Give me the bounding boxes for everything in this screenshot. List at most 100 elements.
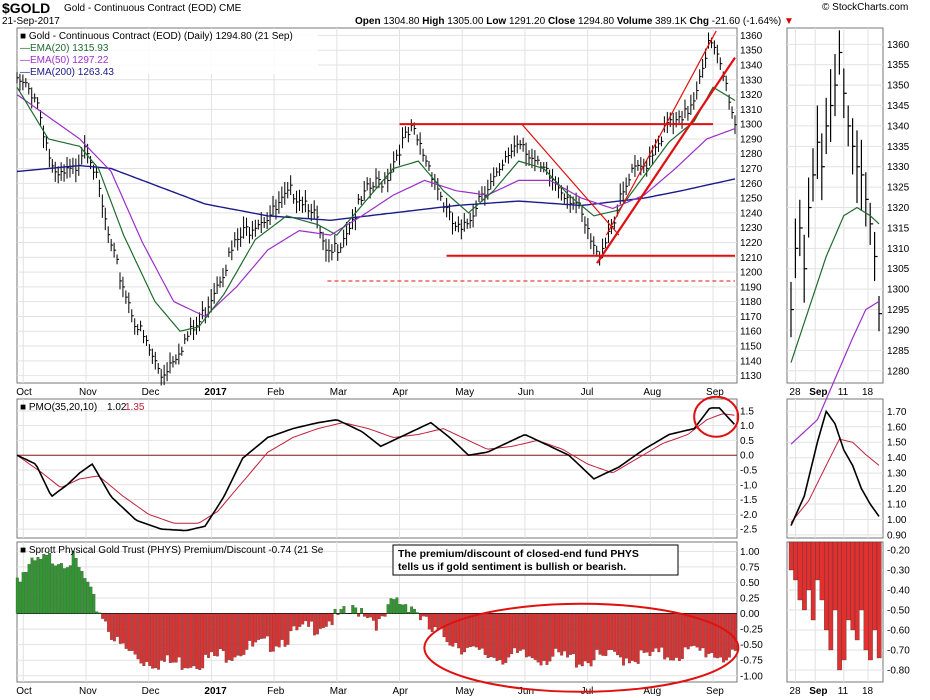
price-tick-label: 1280 xyxy=(740,149,763,160)
price-tick-label: 1310 xyxy=(740,105,763,116)
zoom-pmo-tick: 1.00 xyxy=(887,515,907,526)
premium-bar xyxy=(242,613,246,655)
premium-bar xyxy=(92,594,96,614)
premium-bar xyxy=(448,613,452,646)
zoom-x-label: 18 xyxy=(862,686,874,697)
x-axis-label: Oct xyxy=(16,387,32,398)
premium-bar xyxy=(133,613,137,655)
x-axis-label: Dec xyxy=(142,686,160,697)
premium-bar xyxy=(533,613,537,660)
premium-tick-label: -0.25 xyxy=(740,625,763,636)
premium-bar xyxy=(563,613,567,652)
premium-bar xyxy=(80,571,84,614)
premium-bar xyxy=(307,613,311,627)
pmo-tick-label: -1.5 xyxy=(740,495,758,506)
premium-bar xyxy=(121,613,125,644)
pmo-tick-label: 1.5 xyxy=(740,406,754,417)
premium-bar xyxy=(436,613,440,630)
zoom-frame-pmo xyxy=(786,398,884,539)
premium-bar xyxy=(701,613,705,649)
zoom-price-tick: 1290 xyxy=(887,325,910,336)
x-axis-label: Aug xyxy=(643,686,661,697)
premium-bar xyxy=(268,613,272,652)
premium-bar xyxy=(672,613,675,661)
premium-bar xyxy=(698,613,702,651)
zoom-premium-tick: -0.60 xyxy=(887,626,910,637)
premium-bar xyxy=(263,613,266,639)
zoom-premium-bar xyxy=(854,541,860,641)
premium-bar xyxy=(471,613,475,647)
premium-tick-label: 1.00 xyxy=(740,547,760,558)
x-axis-label: Apr xyxy=(393,387,409,398)
premium-bar xyxy=(683,613,687,648)
zoom-premium-tick: -0.80 xyxy=(887,666,910,677)
x-axis-label: Sep xyxy=(706,387,724,398)
premium-bar xyxy=(304,613,308,622)
price-tick-label: 1150 xyxy=(740,342,762,353)
premium-bar xyxy=(416,612,419,614)
premium-bar xyxy=(271,613,275,652)
legend-bg xyxy=(18,29,318,74)
zoom-price-tick: 1285 xyxy=(887,346,910,357)
premium-bar xyxy=(77,567,81,614)
premium-bar xyxy=(622,613,625,666)
premium-bar xyxy=(230,613,234,661)
zoom-premium-bar xyxy=(868,541,873,661)
ohlc-key: Volume xyxy=(616,16,656,27)
premium-bar xyxy=(195,613,199,669)
premium-bar xyxy=(551,613,555,657)
premium-bar xyxy=(692,613,696,646)
premium-bar xyxy=(424,613,428,617)
zoom-premium-bar xyxy=(797,541,803,601)
premium-bar xyxy=(277,613,281,648)
premium-bar xyxy=(139,613,143,664)
zoom-premium-bar xyxy=(859,541,864,611)
zoom-premium-tick: -0.30 xyxy=(887,566,910,577)
premium-bar xyxy=(577,613,581,665)
price-tick-label: 1260 xyxy=(740,179,763,190)
zoom-premium-tick: -0.50 xyxy=(887,606,910,617)
premium-bar xyxy=(339,609,343,614)
premium-bar xyxy=(239,613,243,657)
x-axis-label: Aug xyxy=(643,387,661,398)
premium-bar xyxy=(274,613,278,647)
premium-bar xyxy=(316,613,319,635)
zoom-pmo-line xyxy=(790,409,880,526)
premium-bar xyxy=(383,613,387,617)
price-tick-label: 1300 xyxy=(740,120,763,131)
zoom-price-tick: 1335 xyxy=(887,142,910,153)
premium-bar xyxy=(295,613,299,631)
premium-bar xyxy=(695,613,699,648)
zoom-premium-bar xyxy=(810,541,816,621)
premium-bar xyxy=(536,613,540,663)
premium-bar xyxy=(492,613,496,658)
premium-bar xyxy=(227,613,231,661)
zoom-x-label: Sep xyxy=(809,387,827,398)
premium-bar xyxy=(377,613,381,620)
premium-bar xyxy=(254,613,258,643)
ohlc-key: Open xyxy=(355,16,384,27)
premium-bar xyxy=(601,613,605,656)
premium-tick-label: -0.50 xyxy=(740,640,763,651)
premium-bar xyxy=(265,613,269,637)
premium-bar xyxy=(27,564,31,614)
premium-bar xyxy=(574,613,578,668)
premium-bar xyxy=(530,613,534,659)
premium-bar xyxy=(112,613,116,642)
premium-bar xyxy=(389,598,393,614)
premium-bar xyxy=(342,606,346,614)
premium-bar xyxy=(30,557,34,614)
zoom-premium-tick: -0.40 xyxy=(887,586,910,597)
premium-bar xyxy=(669,613,672,661)
premium-bar xyxy=(115,613,119,637)
premium-bar xyxy=(589,613,593,667)
premium-bar xyxy=(148,613,152,666)
premium-bar xyxy=(433,613,437,628)
premium-bar xyxy=(210,613,213,653)
premium-bar xyxy=(95,611,99,614)
pmo-signal-line xyxy=(16,413,735,524)
premium-tick-label: -0.75 xyxy=(740,656,763,667)
premium-bar xyxy=(154,613,158,669)
premium-bar xyxy=(177,613,181,658)
premium-bar xyxy=(336,613,340,616)
